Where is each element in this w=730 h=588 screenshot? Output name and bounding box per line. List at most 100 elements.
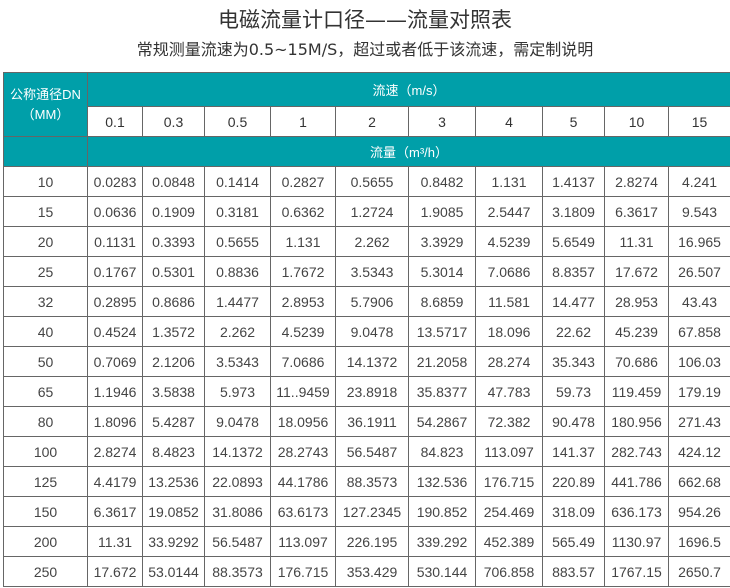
dn-cell: 200 <box>3 526 88 557</box>
flow-cell: 2.8274 <box>87 436 143 467</box>
flow-cell: 59.73 <box>542 376 605 407</box>
flow-cell: 706.858 <box>475 556 543 587</box>
dn-cell: 40 <box>3 316 88 347</box>
flow-cell: 5.7906 <box>335 286 409 317</box>
flow-cell: 0.0636 <box>87 196 143 227</box>
table-row: 10 0.0283 0.0848 0.1414 0.2827 0.5655 0.8482 1.… <box>3 166 730 197</box>
flow-cell: 0.0283 <box>87 166 143 197</box>
dn-cell: 32 <box>3 286 88 317</box>
dn-cell: 80 <box>3 406 88 437</box>
flow-cell: 3.5838 <box>142 376 205 407</box>
table-row: 65 1.1946 3.5838 5.973 11..9459 23.8918 35.837… <box>3 376 730 407</box>
table-row: 15 0.0636 0.1909 0.3181 0.6362 1.2724 1.9085 2.… <box>3 196 730 227</box>
table-row: 200 11.31 33.9292 56.5487 113.097 226.195 339.… <box>3 526 730 557</box>
flow-cell: 127.2345 <box>335 496 409 527</box>
flow-cell: 4.5239 <box>270 316 336 347</box>
flow-cell: 1.8096 <box>87 406 143 437</box>
dn-cell: 25 <box>3 256 88 287</box>
table-row: 150 6.3617 19.0852 31.8086 63.6173 127.2345 19… <box>3 496 730 527</box>
flow-cell: 452.389 <box>475 526 543 557</box>
flow-cell: 35.343 <box>542 346 605 377</box>
flow-cell: 190.852 <box>408 496 476 527</box>
flow-cell: 2.262 <box>335 226 409 257</box>
flow-cell: 0.5655 <box>335 166 409 197</box>
flow-cell: 3.3929 <box>408 226 476 257</box>
velocity-cell: 3 <box>408 106 476 137</box>
velocity-cell: 1 <box>270 106 336 137</box>
flow-cell: 8.4823 <box>142 436 205 467</box>
table-row: 25 0.1767 0.5301 0.8836 1.7672 3.5343 5.3014 7.… <box>3 256 730 287</box>
dn-cell: 50 <box>3 346 88 377</box>
flow-cell: 0.8836 <box>204 256 271 287</box>
table-row: 125 4.4179 13.2536 22.0893 44.1786 88.3573 132… <box>3 466 730 497</box>
flow-cell: 0.7069 <box>87 346 143 377</box>
flow-cell: 5.4287 <box>142 406 205 437</box>
table-row: 40 0.4524 1.3572 2.262 4.5239 9.0478 13.5717 18… <box>3 316 730 347</box>
dn-cell: 100 <box>3 436 88 467</box>
flow-cell: 2.5447 <box>475 196 543 227</box>
flow-cell: 2.8274 <box>604 166 669 197</box>
flow-cell: 84.823 <box>408 436 476 467</box>
flow-cell: 0.1767 <box>87 256 143 287</box>
flow-header-blank <box>3 136 88 167</box>
flow-cell: 13.2536 <box>142 466 205 497</box>
table-row: 20 0.1131 0.3393 0.5655 1.131 2.262 3.3929 4.52… <box>3 226 730 257</box>
flow-cell: 883.57 <box>542 556 605 587</box>
velocity-cell: 10 <box>604 106 669 137</box>
flow-cell: 0.1414 <box>204 166 271 197</box>
flow-cell: 1.131 <box>270 226 336 257</box>
flow-cell: 14.477 <box>542 286 605 317</box>
flow-cell: 56.5487 <box>204 526 271 557</box>
dn-cell: 150 <box>3 496 88 527</box>
flow-cell: 0.8686 <box>142 286 205 317</box>
flow-cell: 0.1909 <box>142 196 205 227</box>
velocity-cell: 15 <box>667 106 730 137</box>
flow-cell: 45.239 <box>604 316 669 347</box>
table-row: 80 1.8096 5.4287 9.0478 18.0956 36.1911 54.286… <box>3 406 730 437</box>
flow-cell: 5.973 <box>204 376 271 407</box>
flow-cell: 954.26 <box>667 496 730 527</box>
dn-header: 公称通径DN （MM） <box>3 72 88 137</box>
flow-cell: 141.37 <box>542 436 605 467</box>
flow-cell: 565.49 <box>542 526 605 557</box>
flow-cell: 17.672 <box>604 256 669 287</box>
flow-cell: 13.5717 <box>408 316 476 347</box>
flow-cell: 47.783 <box>475 376 543 407</box>
dn-header-line1: 公称通径DN <box>10 86 81 102</box>
flow-cell: 180.956 <box>604 406 669 437</box>
flow-cell: 8.8357 <box>542 256 605 287</box>
flow-cell: 9.0478 <box>204 406 271 437</box>
flow-cell: 0.5301 <box>142 256 205 287</box>
flow-cell: 44.1786 <box>270 466 336 497</box>
flow-cell: 17.672 <box>87 556 143 587</box>
flow-cell: 35.8377 <box>408 376 476 407</box>
velocity-row: 0.1 0.3 0.5 1 2 3 4 5 10 15 <box>4 106 730 137</box>
dn-header-line2: （MM） <box>21 106 70 122</box>
table-row: 100 2.8274 8.4823 14.1372 28.2743 56.5487 84.8… <box>3 436 730 467</box>
flow-cell: 0.8482 <box>408 166 476 197</box>
flow-cell: 424.12 <box>667 436 730 467</box>
flow-cell: 72.382 <box>475 406 543 437</box>
flow-cell: 43.43 <box>667 286 730 317</box>
flow-cell: 176.715 <box>475 466 543 497</box>
dn-cell: 250 <box>3 556 88 587</box>
flow-cell: 353.429 <box>335 556 409 587</box>
flow-cell: 90.478 <box>542 406 605 437</box>
flow-cell: 2.1206 <box>142 346 205 377</box>
page-title: 电磁流量计口径——流量对照表 <box>218 8 512 32</box>
flow-cell: 9.0478 <box>335 316 409 347</box>
flow-cell: 28.2743 <box>270 436 336 467</box>
flow-cell: 19.0852 <box>142 496 205 527</box>
page-subtitle: 常规测量流速为0.5~15M/S，超过或者低于该流速，需定制说明 <box>136 40 594 59</box>
flow-cell: 113.097 <box>270 526 336 557</box>
flow-cell: 0.1131 <box>87 226 143 257</box>
flow-cell: 7.0686 <box>270 346 336 377</box>
flow-cell: 5.3014 <box>408 256 476 287</box>
flow-cell: 1767.15 <box>604 556 669 587</box>
flow-cell: 106.03 <box>667 346 730 377</box>
flow-cell: 88.3573 <box>335 466 409 497</box>
flow-cell: 318.09 <box>542 496 605 527</box>
flow-cell: 54.2867 <box>408 406 476 437</box>
flow-cell: 5.6549 <box>542 226 605 257</box>
velocity-cell: 2 <box>335 106 409 137</box>
